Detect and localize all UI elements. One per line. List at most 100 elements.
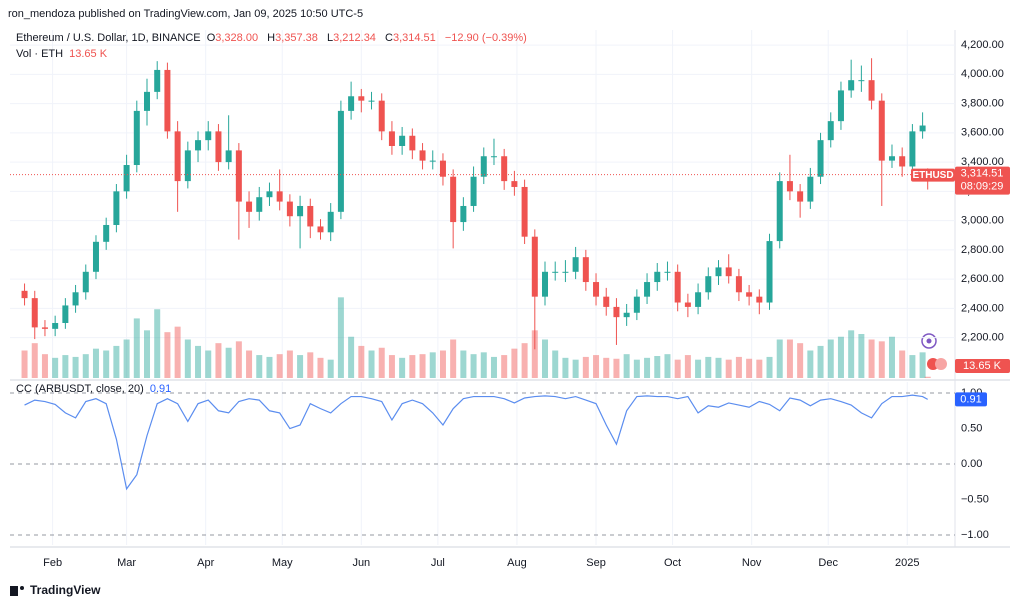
candle-body [429, 160, 436, 162]
legend-key: H [267, 32, 276, 44]
volume-bar [144, 330, 151, 378]
price-badge-label: 3,314.51 [961, 168, 1004, 180]
candle-body [164, 69, 171, 132]
legend-value: 3,212.34 [333, 32, 376, 44]
volume-bar [52, 357, 59, 378]
volume-bar [337, 297, 344, 378]
legend-key: C [385, 32, 393, 44]
volume-bar [858, 334, 865, 378]
candle [797, 184, 804, 218]
candle [348, 81, 355, 120]
volume-bar [725, 359, 732, 378]
flag-icon[interactable] [935, 358, 947, 370]
volume-bar [552, 350, 559, 378]
candle [21, 283, 28, 306]
volume-bar [133, 318, 140, 378]
volume-bar [582, 356, 589, 378]
volume-bar [817, 345, 824, 378]
volume-bar [521, 343, 528, 378]
volume-bar [286, 350, 293, 378]
candle-body [470, 176, 477, 206]
candle-body [174, 131, 181, 182]
volume-bar [797, 343, 804, 378]
volume-bar [746, 358, 753, 378]
candle-body [797, 191, 804, 202]
publisher: ron_mendoza published on TradingView.com… [8, 8, 363, 20]
volume-bar [327, 359, 334, 378]
candle-body [348, 96, 355, 111]
candle [337, 100, 344, 220]
y-tick-label: 4,000.00 [961, 68, 1004, 80]
volume-bar [103, 350, 110, 378]
volume-bar [664, 354, 671, 378]
candle-body [31, 298, 38, 328]
volume-bar [633, 359, 640, 378]
volume-bar [531, 330, 538, 378]
volume-bar [684, 355, 691, 378]
volume-bar [674, 359, 681, 378]
candle [888, 144, 895, 168]
volume-bar [378, 347, 385, 378]
brand-logo [10, 586, 24, 596]
volume-bar [654, 356, 661, 378]
candle [450, 169, 457, 249]
volume-bar [924, 376, 931, 378]
candle-body [41, 327, 48, 329]
candle-body [858, 80, 865, 82]
candle-body [123, 165, 130, 192]
candle-body [756, 296, 763, 303]
candle-body [276, 191, 283, 202]
y-tick-label: 2,400.00 [961, 302, 1004, 314]
candle [215, 124, 222, 171]
volume-bar [848, 330, 855, 378]
candle [460, 197, 467, 231]
volume-bar [225, 347, 232, 378]
volume-bar [490, 356, 497, 378]
candle [307, 198, 314, 239]
volume-bar [593, 355, 600, 378]
volume-bar [399, 357, 406, 378]
candle-body [735, 276, 742, 293]
legend-ohlc: C3,314.51 [385, 32, 439, 44]
candle-body [562, 271, 569, 273]
event-icon[interactable] [921, 333, 937, 349]
x-tick-label: Jul [431, 557, 445, 569]
candle-body [827, 121, 834, 141]
volume-bar [409, 355, 416, 378]
y-tick-label: 0.00 [961, 458, 982, 470]
volume-badge [955, 359, 1010, 373]
candle-body [256, 197, 263, 212]
candle [62, 298, 69, 329]
candle-body [113, 191, 120, 225]
candle-body [848, 80, 855, 91]
candle [439, 153, 446, 186]
candle-body [327, 211, 334, 233]
candle-body [623, 312, 630, 318]
cc-badge [955, 392, 987, 407]
legend-ohlc: H3,357.38 [267, 32, 321, 44]
legend-title: CC (ARBUSDT, close, 20) [16, 383, 144, 395]
volume-bar [429, 352, 436, 378]
candle [684, 293, 691, 318]
candle-body [419, 150, 426, 161]
candle [531, 229, 538, 350]
candle [92, 235, 99, 280]
candle-body [531, 236, 538, 297]
candle [848, 59, 855, 98]
volume-bar [695, 359, 702, 378]
candle-body [235, 150, 242, 202]
candle-body [368, 100, 375, 102]
volume-bar [501, 355, 508, 378]
volume-bar [562, 357, 569, 378]
volume-bar [174, 326, 181, 378]
candle [837, 81, 844, 130]
candle-body [297, 205, 304, 217]
candle-body [154, 69, 161, 92]
candle [542, 261, 549, 306]
volume-bar [184, 339, 191, 378]
candle [205, 121, 212, 151]
volume-bar [92, 348, 99, 378]
candle [358, 88, 365, 113]
cc-legend: CC (ARBUSDT, close, 20) 0.91 [16, 383, 174, 395]
